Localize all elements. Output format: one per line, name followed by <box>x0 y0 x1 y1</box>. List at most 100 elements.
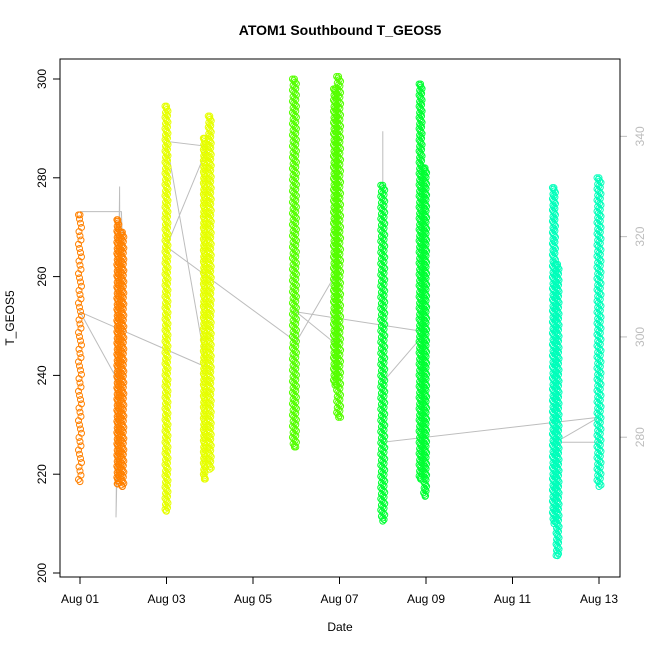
data-point <box>206 112 214 120</box>
y-tick-label: 300 <box>35 69 49 89</box>
point-strip <box>75 211 85 486</box>
x-axis-label: Date <box>327 620 353 634</box>
data-point <box>554 260 562 268</box>
data-point <box>75 387 82 395</box>
data-point <box>596 479 604 487</box>
y2-tick-label: 320 <box>633 226 647 246</box>
point-strip <box>204 112 215 473</box>
point-strip <box>117 228 128 491</box>
data-point <box>163 507 170 515</box>
data-point <box>76 421 83 429</box>
data-point <box>421 492 429 500</box>
point-strip <box>377 181 389 525</box>
data-point <box>75 240 82 248</box>
data-point <box>200 475 208 483</box>
data-point <box>554 548 562 556</box>
data-point <box>200 134 208 142</box>
data-point <box>75 433 83 441</box>
data-point <box>77 425 84 433</box>
data-point <box>550 184 558 192</box>
data-point <box>75 328 82 336</box>
data-point <box>75 463 83 471</box>
data-point <box>77 337 84 345</box>
data-point <box>77 396 84 404</box>
data-point <box>76 349 84 357</box>
data-point <box>75 358 82 366</box>
point-strip <box>161 102 172 515</box>
y2-tick-label: 300 <box>633 327 647 347</box>
y2-tick-label: 340 <box>633 126 647 146</box>
data-point <box>76 379 84 387</box>
data-point <box>75 417 82 425</box>
data-point <box>76 303 83 311</box>
data-point <box>76 211 84 219</box>
points-layer <box>75 73 605 560</box>
point-strip <box>288 75 300 451</box>
chart-title: ATOM1 Southbound T_GEOS5 <box>239 22 442 38</box>
data-point <box>206 465 214 473</box>
data-point <box>554 552 562 560</box>
data-point <box>75 270 82 278</box>
data-point <box>76 450 83 458</box>
data-point <box>335 73 343 81</box>
y-tick-label: 200 <box>35 563 49 583</box>
data-point <box>75 257 83 265</box>
point-strip <box>552 260 563 560</box>
data-point <box>206 462 214 470</box>
data-point <box>76 467 84 475</box>
data-point <box>595 174 603 182</box>
data-point <box>76 320 84 328</box>
data-point <box>75 228 83 236</box>
x-tick-label: Aug 07 <box>320 592 358 606</box>
data-point <box>290 443 298 451</box>
data-point <box>75 375 83 383</box>
plot-area-frame <box>59 58 621 578</box>
data-point <box>379 517 387 525</box>
data-point <box>76 333 83 341</box>
data-point <box>118 483 126 491</box>
data-point <box>337 413 345 421</box>
point-strip <box>420 164 431 500</box>
data-point <box>115 221 123 229</box>
data-point <box>77 278 84 286</box>
data-point <box>161 505 169 513</box>
data-point <box>76 232 84 240</box>
data-point <box>76 362 83 370</box>
data-point <box>117 481 125 489</box>
data-point <box>77 307 84 315</box>
y-tick-label: 240 <box>35 365 49 385</box>
data-point <box>76 408 84 416</box>
data-point <box>380 516 388 524</box>
data-point <box>77 219 84 227</box>
data-point <box>417 80 425 88</box>
data-point <box>75 404 83 412</box>
y-axis-label: T_GEOS5 <box>3 290 17 346</box>
data-point <box>77 366 84 374</box>
data-point <box>290 75 298 83</box>
data-point <box>76 215 83 223</box>
data-point <box>595 483 603 491</box>
y-tick-label: 220 <box>35 464 49 484</box>
data-point <box>379 181 387 189</box>
data-point <box>75 446 82 454</box>
x-tick-label: Aug 03 <box>147 592 185 606</box>
data-point <box>207 464 215 472</box>
data-point <box>163 502 170 510</box>
data-point <box>76 291 84 299</box>
x-tick-label: Aug 01 <box>61 592 99 606</box>
y-tick-label: 280 <box>35 167 49 187</box>
data-point <box>597 481 605 489</box>
data-point <box>76 261 84 269</box>
data-point <box>76 244 83 252</box>
x-tick-label: Aug 13 <box>580 592 618 606</box>
x-tick-label: Aug 09 <box>407 592 445 606</box>
y-tick-label: 260 <box>35 266 49 286</box>
data-point <box>119 478 127 486</box>
data-point <box>76 478 84 486</box>
data-point <box>335 413 343 421</box>
data-point <box>75 316 83 324</box>
point-strip <box>333 73 345 421</box>
x-tick-label: Aug 05 <box>234 592 272 606</box>
data-point <box>76 391 83 399</box>
